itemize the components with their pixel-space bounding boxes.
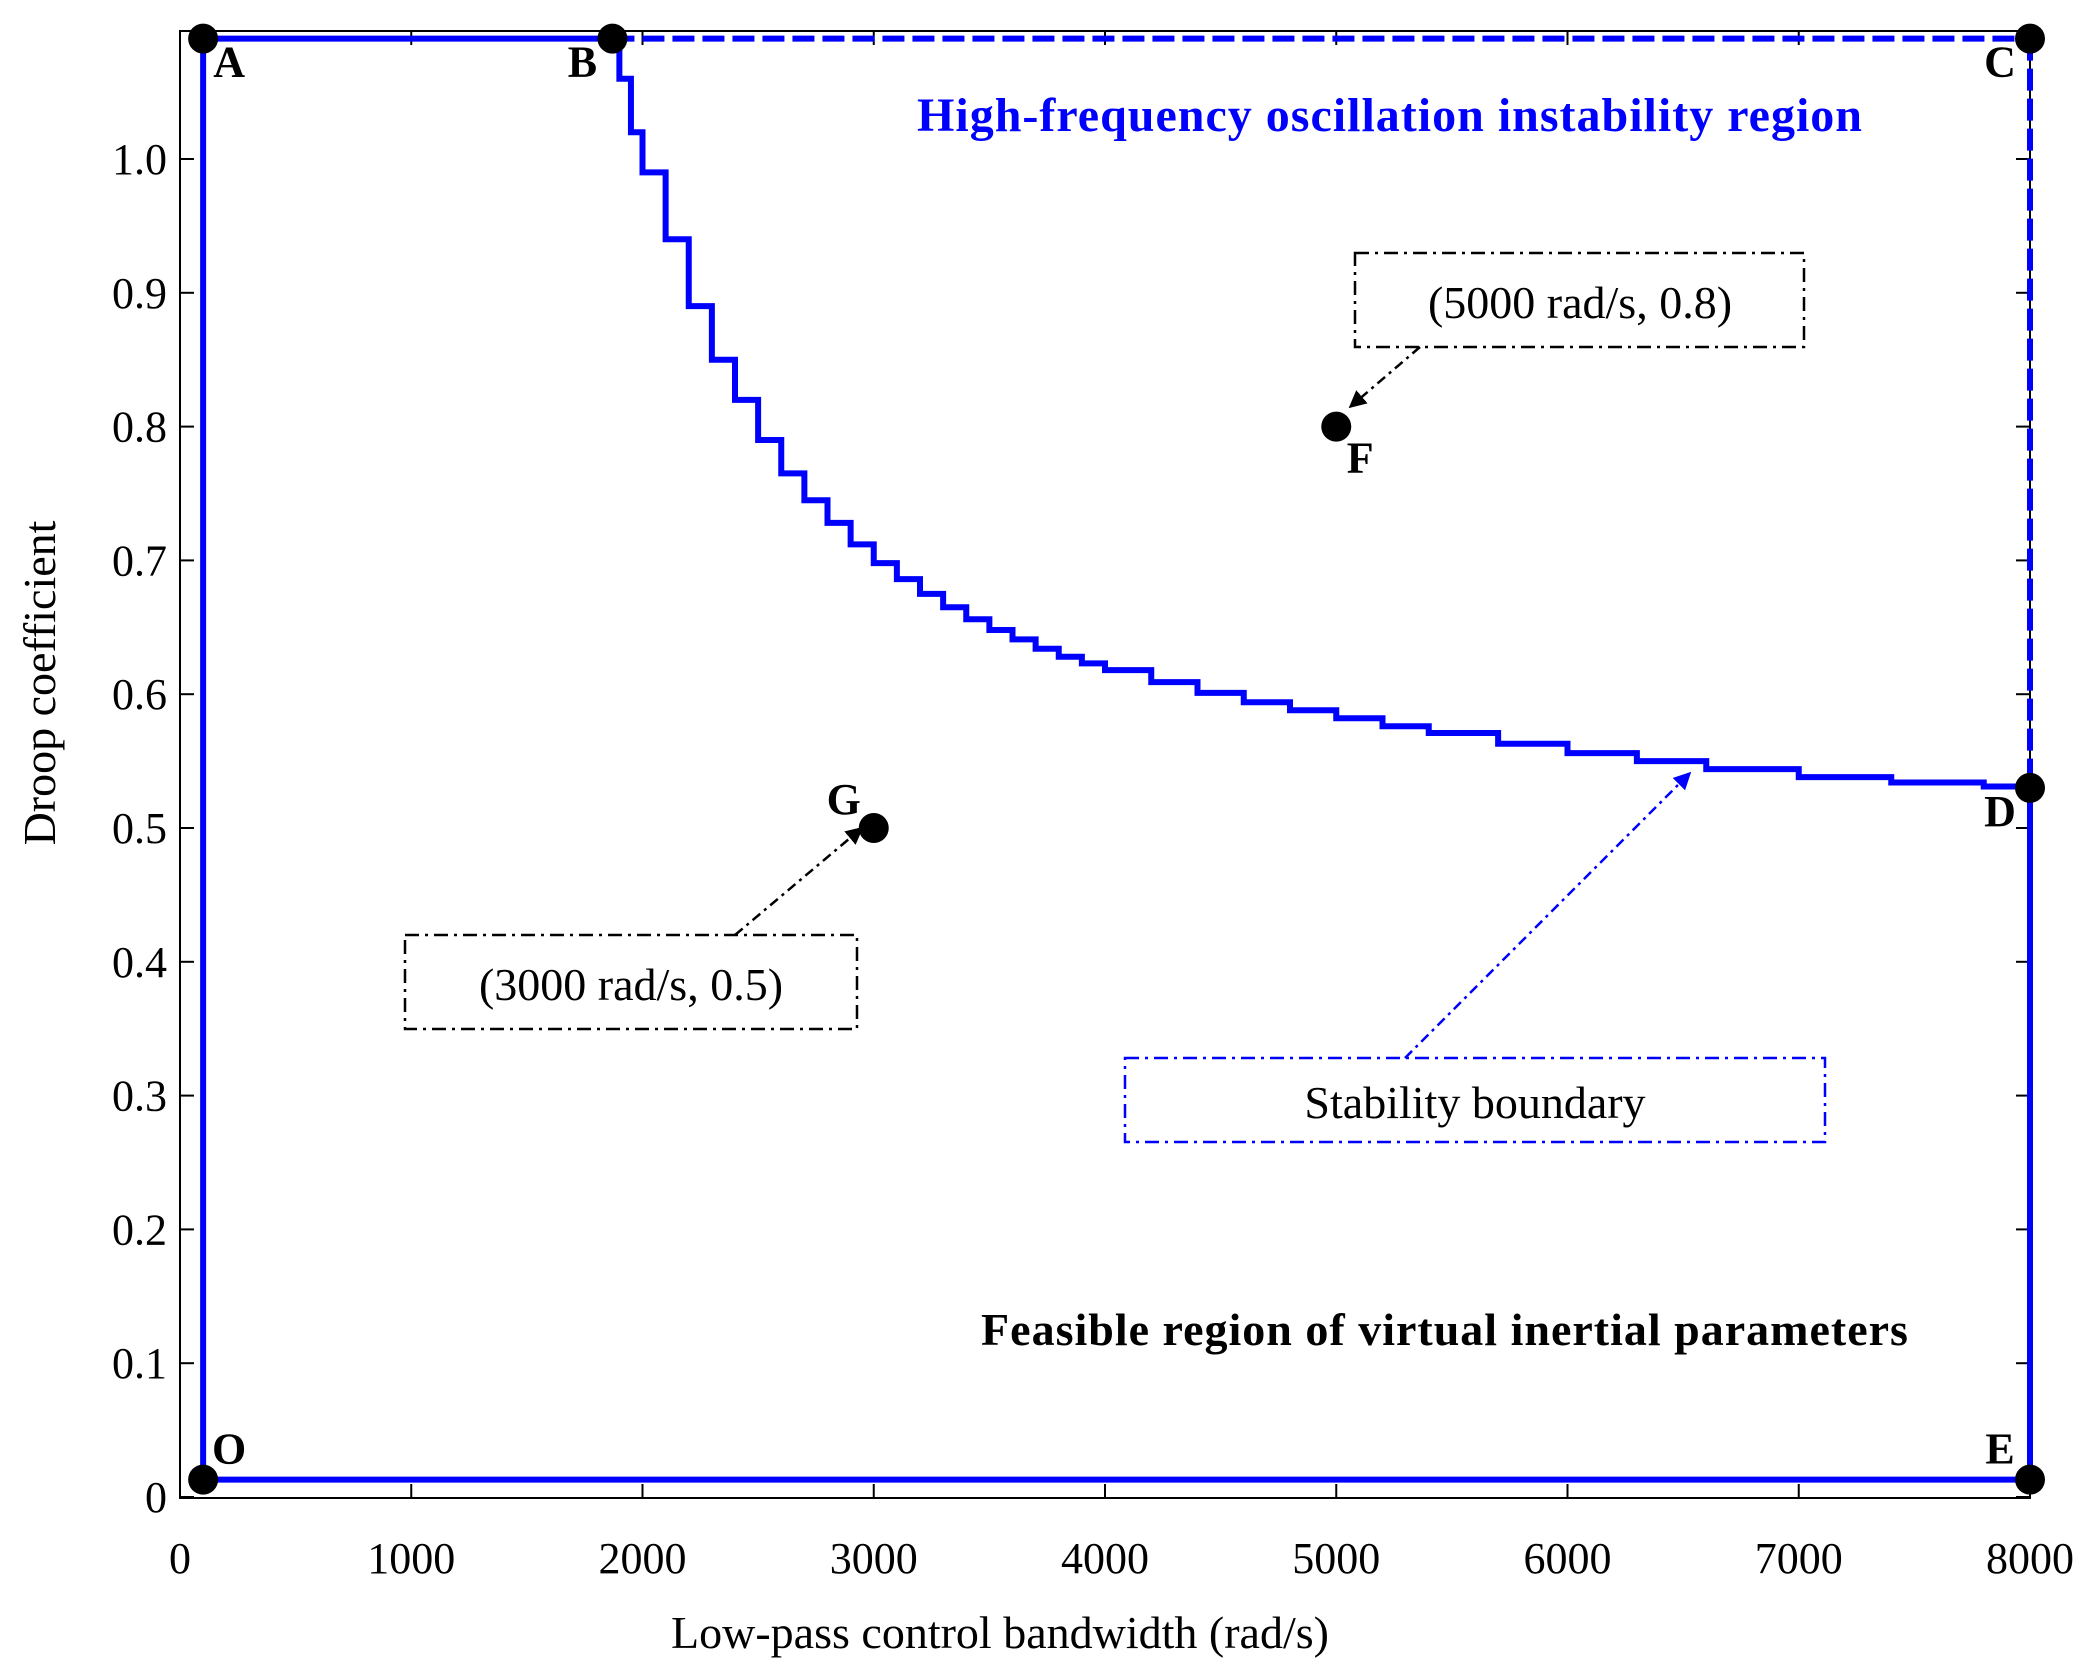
point-label-d: D bbox=[1984, 787, 2016, 836]
y-tick-label: 0.3 bbox=[112, 1072, 167, 1121]
x-axis-ticks: 0 1000 2000 3000 4000 5000 6000 7000 8000 bbox=[169, 31, 2074, 1583]
point-label-g: G bbox=[827, 775, 861, 824]
x-tick-label: 6000 bbox=[1524, 1534, 1612, 1583]
y-axis-ticks: 0 0.1 0.2 0.3 0.4 0.5 0.6 0.7 0.8 0.9 1.0 bbox=[112, 135, 2030, 1522]
feasible-region-label: Feasible region of virtual inertial para… bbox=[981, 1304, 1909, 1355]
x-tick-label: 1000 bbox=[367, 1534, 455, 1583]
x-tick-label: 7000 bbox=[1755, 1534, 1843, 1583]
y-tick-label: 0.8 bbox=[112, 403, 167, 452]
point-label-c: C bbox=[1984, 38, 2016, 87]
y-tick-label: 0.5 bbox=[112, 804, 167, 853]
point-g bbox=[858, 813, 889, 843]
arrow-boundary bbox=[1404, 771, 1692, 1059]
y-tick-label: 0 bbox=[145, 1473, 167, 1522]
y-tick-label: 0.7 bbox=[112, 536, 167, 585]
x-tick-label: 4000 bbox=[1061, 1534, 1149, 1583]
y-tick-label: 0.9 bbox=[112, 269, 167, 318]
point-label-e: E bbox=[1985, 1425, 2014, 1474]
point-label-a: A bbox=[213, 38, 245, 87]
y-tick-label: 1.0 bbox=[112, 135, 167, 184]
point-b bbox=[597, 23, 628, 54]
point-label-f: F bbox=[1347, 434, 1374, 483]
point-label-o: O bbox=[212, 1425, 246, 1474]
point-label-b: B bbox=[568, 38, 597, 87]
stability-boundary-curve bbox=[612, 35, 2033, 790]
unstable-region-label: High-frequency oscillation instability r… bbox=[917, 89, 1863, 142]
annotation-box-boundary bbox=[1123, 1056, 1827, 1144]
annotation-box-g bbox=[403, 933, 859, 1031]
annotation-text-g: (3000 rad/s, 0.5) bbox=[479, 959, 783, 1010]
x-tick-label: 3000 bbox=[830, 1534, 918, 1583]
x-tick-label: 2000 bbox=[599, 1534, 687, 1583]
x-axis-label: Low-pass control bandwidth (rad/s) bbox=[671, 1607, 1329, 1658]
point-e bbox=[2015, 1464, 2045, 1495]
annotation-text-boundary: Stability boundary bbox=[1304, 1077, 1645, 1128]
x-tick-label: 8000 bbox=[1986, 1534, 2074, 1583]
x-tick-label: 0 bbox=[169, 1534, 191, 1583]
y-tick-label: 0.6 bbox=[112, 670, 167, 719]
y-tick-label: 0.2 bbox=[112, 1205, 167, 1254]
point-c bbox=[2015, 23, 2045, 54]
point-o bbox=[188, 1464, 219, 1495]
annotation-box-f bbox=[1353, 251, 1806, 349]
arrow-g bbox=[734, 826, 864, 936]
y-axis-label: Droop coefficient bbox=[14, 520, 65, 845]
y-tick-label: 0.4 bbox=[112, 938, 167, 987]
point-d bbox=[2015, 772, 2045, 803]
points: A B C D E O F G bbox=[188, 23, 2045, 1495]
region-boundary bbox=[200, 35, 2033, 1483]
y-tick-label: 0.1 bbox=[112, 1339, 167, 1388]
point-a bbox=[188, 23, 219, 54]
plot-frame bbox=[179, 30, 2031, 1499]
x-tick-label: 5000 bbox=[1292, 1534, 1380, 1583]
point-f bbox=[1321, 411, 1352, 442]
arrow-f bbox=[1348, 346, 1421, 409]
annotation-text-f: (5000 rad/s, 0.8) bbox=[1428, 277, 1732, 328]
